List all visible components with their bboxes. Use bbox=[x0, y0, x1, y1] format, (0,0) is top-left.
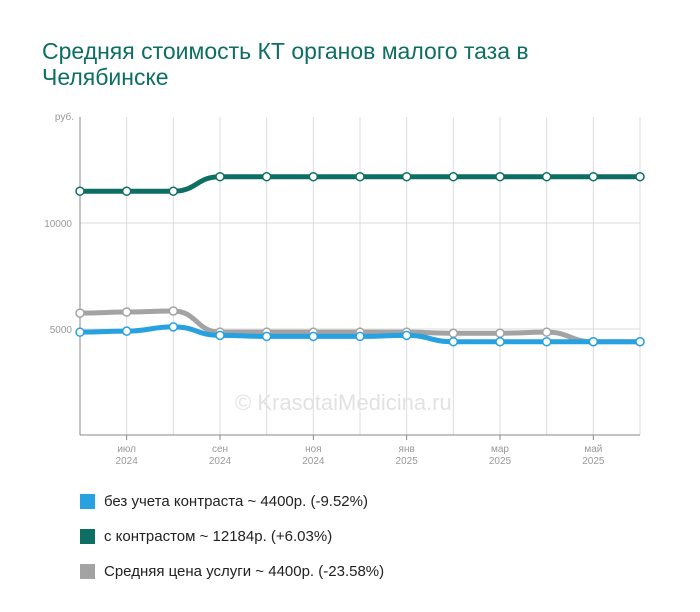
series-layer bbox=[75, 171, 645, 347]
series-0 bbox=[75, 322, 645, 347]
series-1 bbox=[75, 171, 645, 196]
data-point bbox=[121, 307, 132, 317]
data-point bbox=[495, 328, 505, 338]
data-point bbox=[401, 330, 412, 341]
data-point bbox=[541, 327, 552, 337]
x-tick-label-month: янв bbox=[399, 444, 415, 455]
data-point bbox=[75, 186, 85, 196]
x-tick-label-month: май bbox=[584, 444, 602, 455]
watermark: © KrasotaiMedicina.ru bbox=[235, 390, 452, 415]
data-point bbox=[215, 330, 225, 341]
axis-layer: 500010000руб.июл2024сен2024ноя2024янв202… bbox=[44, 111, 640, 467]
data-point bbox=[308, 331, 319, 342]
data-point bbox=[588, 336, 599, 347]
data-point bbox=[261, 171, 272, 182]
y-tick-label: 5000 bbox=[50, 325, 73, 336]
legend-label: с контрастом ~ 12184р. (+6.03%) bbox=[104, 528, 333, 545]
x-tick-label-year: 2024 bbox=[209, 456, 232, 467]
x-tick-label-year: 2025 bbox=[582, 456, 605, 467]
x-tick-label-year: 2024 bbox=[116, 456, 139, 467]
legend-item-without-contrast[interactable]: без учета контраста ~ 4400р. (-9.52%) bbox=[80, 484, 384, 519]
data-point bbox=[355, 171, 365, 182]
data-point bbox=[215, 171, 225, 182]
data-point bbox=[121, 326, 132, 336]
data-point bbox=[541, 171, 552, 182]
x-tick-label-year: 2025 bbox=[396, 456, 419, 467]
grid-layer bbox=[80, 117, 641, 435]
data-point bbox=[168, 306, 179, 316]
x-tick-label-year: 2024 bbox=[302, 456, 325, 467]
data-point bbox=[448, 336, 459, 347]
y-tick-label: 10000 bbox=[44, 219, 72, 230]
chart-legend: без учета контраста ~ 4400р. (-9.52%) с … bbox=[80, 484, 384, 589]
x-tick-label-year: 2025 bbox=[489, 456, 512, 467]
data-point bbox=[541, 336, 552, 347]
data-point bbox=[355, 331, 365, 342]
x-tick-label-month: мар bbox=[491, 444, 509, 455]
data-point bbox=[75, 327, 85, 337]
data-point bbox=[448, 328, 459, 338]
legend-item-average-price[interactable]: Средняя цена услуги ~ 4400р. (-23.58%) bbox=[80, 554, 384, 589]
legend-item-with-contrast[interactable]: с контрастом ~ 12184р. (+6.03%) bbox=[80, 519, 384, 554]
line-chart: 500010000руб.июл2024сен2024ноя2024янв202… bbox=[44, 111, 645, 467]
data-point bbox=[635, 336, 645, 347]
x-tick-label-month: ноя bbox=[305, 444, 322, 455]
legend-label: Средняя цена услуги ~ 4400р. (-23.58%) bbox=[104, 563, 385, 580]
legend-swatch bbox=[80, 494, 95, 509]
data-point bbox=[261, 331, 272, 342]
x-tick-label-month: сен bbox=[212, 444, 228, 455]
data-point bbox=[448, 171, 459, 182]
x-tick-label-month: июл bbox=[117, 444, 136, 455]
data-point bbox=[495, 171, 505, 182]
legend-swatch bbox=[80, 564, 95, 579]
data-point bbox=[635, 171, 645, 182]
data-point bbox=[588, 171, 599, 182]
chart-title: Средняя стоимость КТ органов малого таза… bbox=[42, 38, 529, 90]
data-point bbox=[121, 186, 132, 196]
data-point bbox=[495, 336, 505, 347]
legend-label: без учета контраста ~ 4400р. (-9.52%) bbox=[104, 493, 368, 510]
legend-swatch bbox=[80, 529, 95, 544]
y-axis-unit-label: руб. bbox=[55, 111, 74, 123]
data-point bbox=[168, 186, 179, 196]
data-point bbox=[308, 171, 319, 182]
data-point bbox=[401, 171, 412, 182]
data-point bbox=[168, 322, 179, 332]
data-point bbox=[75, 308, 85, 318]
